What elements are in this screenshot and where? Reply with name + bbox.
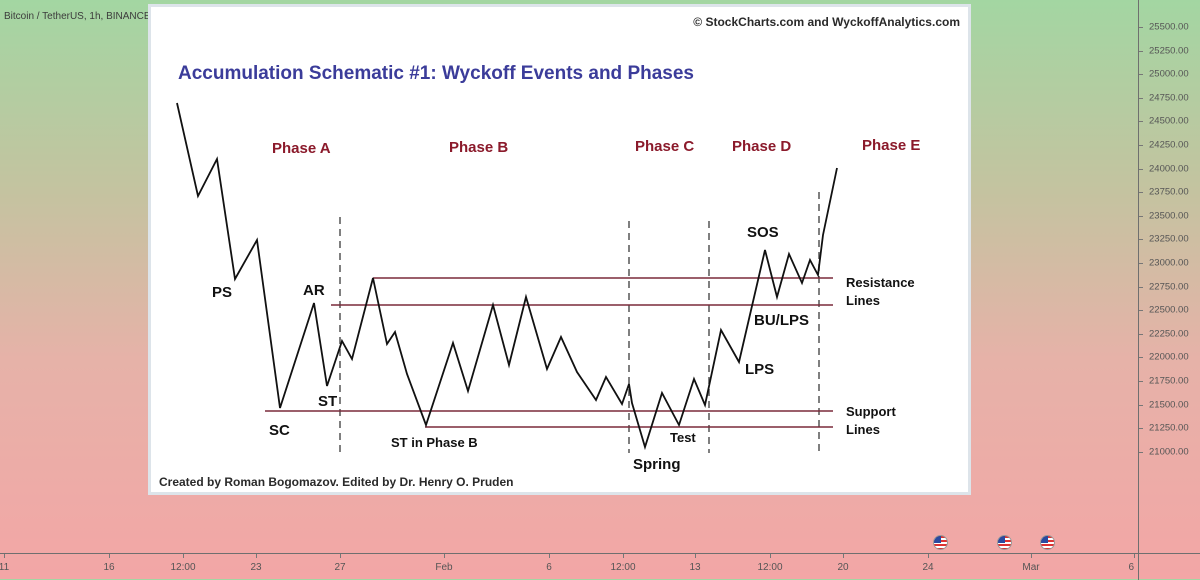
wyckoff-schematic-image: © StockCharts.com and WyckoffAnalytics.c…: [148, 4, 971, 495]
us-flag-icon[interactable]: [933, 535, 948, 550]
label-spring: Spring: [633, 456, 681, 473]
phase-c-label: Phase C: [635, 138, 694, 155]
label-ps: PS: [212, 284, 232, 301]
price-axis-label: 22250.00: [1149, 328, 1189, 340]
credit-text: Created by Roman Bogomazov. Edited by Dr…: [159, 475, 514, 489]
price-tick: [1139, 310, 1143, 312]
price-axis-label: 21000.00: [1149, 446, 1189, 458]
label-st: ST: [318, 393, 337, 410]
price-tick: [1139, 192, 1143, 194]
price-tick: [1139, 215, 1143, 217]
label-support-lines: Lines: [846, 422, 880, 437]
price-axis-label: 23000.00: [1149, 257, 1189, 269]
us-flag-icon[interactable]: [997, 535, 1012, 550]
price-axis-label: 22750.00: [1149, 281, 1189, 293]
time-tick: [695, 554, 696, 558]
time-axis-label: Mar: [1022, 562, 1040, 573]
price-axis-label: 21750.00: [1149, 375, 1189, 387]
price-tick: [1139, 27, 1143, 28]
price-tick: [1139, 74, 1143, 76]
price-axis-label: 25000.00: [1149, 68, 1189, 80]
price-tick: [1139, 357, 1143, 359]
price-axis-label: 24500.00: [1149, 115, 1189, 127]
copyright-text: © StockCharts.com and WyckoffAnalytics.c…: [693, 15, 960, 29]
time-axis-label: 6: [1128, 562, 1134, 573]
phase-b-label: Phase B: [449, 139, 508, 156]
schematic-title: Accumulation Schematic #1: Wyckoff Event…: [178, 63, 694, 84]
price-tick: [1139, 263, 1143, 264]
time-axis-label: 11: [0, 562, 10, 573]
time-axis-label: Feb: [435, 562, 453, 573]
phase-d-label: Phase D: [732, 138, 791, 155]
level-lines: [265, 277, 833, 428]
label-ar: AR: [303, 282, 325, 299]
time-tick: [256, 554, 257, 558]
phase-dividers: [339, 192, 820, 453]
time-axis-label: 12:00: [610, 562, 636, 573]
price-tick: [1139, 286, 1143, 288]
time-axis-label: 13: [689, 562, 701, 573]
price-tick: [1139, 404, 1143, 406]
price-tick: [1139, 145, 1143, 146]
time-axis[interactable]: 11 16 12:00 23 27 Feb 6 12:00 13 12:00 20 24 Mar 6: [0, 553, 1138, 580]
label-test: Test: [670, 430, 696, 445]
time-axis-label: 16: [103, 562, 115, 573]
time-tick: [549, 554, 550, 558]
time-tick: [928, 554, 929, 558]
price-path: [176, 102, 838, 451]
time-axis-label: 12:00: [170, 562, 196, 573]
time-tick: [183, 554, 184, 558]
price-axis-label: 22000.00: [1149, 351, 1189, 363]
price-tick: [1139, 381, 1143, 382]
price-tick: [1139, 239, 1143, 241]
time-tick: [1134, 554, 1135, 558]
price-axis-label: 21250.00: [1149, 422, 1189, 434]
time-axis-label: 27: [334, 562, 346, 573]
price-axis-label: 23750.00: [1149, 186, 1189, 198]
price-tick: [1139, 168, 1143, 170]
price-tick: [1139, 97, 1143, 99]
price-tick: [1139, 451, 1143, 453]
price-tick: [1139, 428, 1143, 430]
label-st-phase-b: ST in Phase B: [391, 435, 478, 450]
price-axis-label: 25500.00: [1149, 21, 1189, 33]
time-tick: [843, 554, 844, 558]
price-axis-label: 23250.00: [1149, 233, 1189, 245]
price-axis[interactable]: 25500.00 25250.00 25000.00 24750.00 24500.00…: [1138, 0, 1200, 553]
time-tick: [444, 554, 445, 558]
time-tick: [623, 554, 624, 558]
phase-e-label: Phase E: [862, 137, 920, 154]
price-axis-label: 21500.00: [1149, 399, 1189, 411]
price-tick: [1139, 333, 1143, 335]
label-lps: LPS: [745, 361, 774, 378]
price-axis-label: 22500.00: [1149, 304, 1189, 316]
time-axis-label: 24: [922, 562, 934, 573]
phase-a-label: Phase A: [272, 140, 331, 157]
us-flag-icon[interactable]: [1040, 535, 1055, 550]
label-resistance-lines: Lines: [846, 293, 880, 308]
price-tick: [1139, 50, 1143, 52]
time-axis-label: 6: [546, 562, 552, 573]
price-axis-label: 24250.00: [1149, 139, 1189, 151]
label-sos: SOS: [747, 224, 779, 241]
price-tick: [1139, 121, 1143, 123]
time-tick: [770, 554, 771, 558]
price-axis-label: 24750.00: [1149, 92, 1189, 104]
price-axis-label: 24000.00: [1149, 163, 1189, 175]
time-tick: [340, 554, 341, 558]
label-support: Support: [846, 404, 896, 419]
symbol-info: Bitcoin / TetherUS, 1h, BINANCE: [4, 11, 151, 22]
time-axis-label: 12:00: [757, 562, 783, 573]
time-tick: [4, 554, 5, 558]
label-bu-lps: BU/LPS: [754, 312, 809, 329]
label-sc: SC: [269, 422, 290, 439]
time-tick: [109, 554, 110, 558]
time-axis-label: 23: [250, 562, 262, 573]
time-tick: [1031, 554, 1032, 558]
price-axis-label: 23500.00: [1149, 210, 1189, 222]
axis-corner: [1138, 553, 1200, 580]
time-axis-label: 20: [837, 562, 849, 573]
price-axis-label: 25250.00: [1149, 45, 1189, 57]
label-resistance: Resistance: [846, 275, 915, 290]
